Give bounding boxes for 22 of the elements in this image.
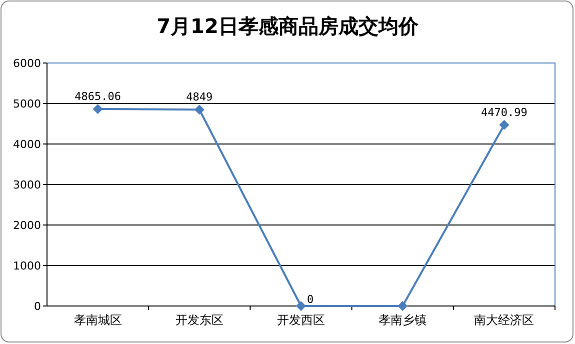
y-tick-label: 4000 — [13, 138, 41, 151]
y-tick-label: 0 — [34, 300, 41, 313]
point — [296, 301, 306, 311]
y-tick-label: 2000 — [13, 219, 41, 232]
x-tick-label: 开发西区 — [277, 313, 325, 327]
x-tick-label: 孝南乡镇 — [378, 313, 427, 327]
data-label: 0 — [307, 293, 314, 306]
data-label: 4849 — [186, 90, 213, 104]
point — [398, 301, 408, 311]
x-tick-label: 开发东区 — [175, 313, 224, 327]
point — [92, 104, 103, 114]
y-tick-label: 5000 — [13, 98, 41, 110]
point — [499, 120, 510, 130]
data-label: 4865.06 — [74, 90, 121, 103]
data-label: 4470.99 — [481, 106, 528, 119]
x-tick-label: 南大经济区 — [474, 313, 534, 327]
y-tick-label: 6000 — [13, 57, 41, 70]
chart-title: 7月12日孝感商品房成交均价 — [156, 14, 420, 38]
point — [194, 104, 204, 115]
y-tick-label: 1000 — [13, 260, 41, 272]
y-tick-label: 3000 — [13, 178, 41, 192]
x-tick-label: 孝南城区 — [74, 313, 122, 327]
